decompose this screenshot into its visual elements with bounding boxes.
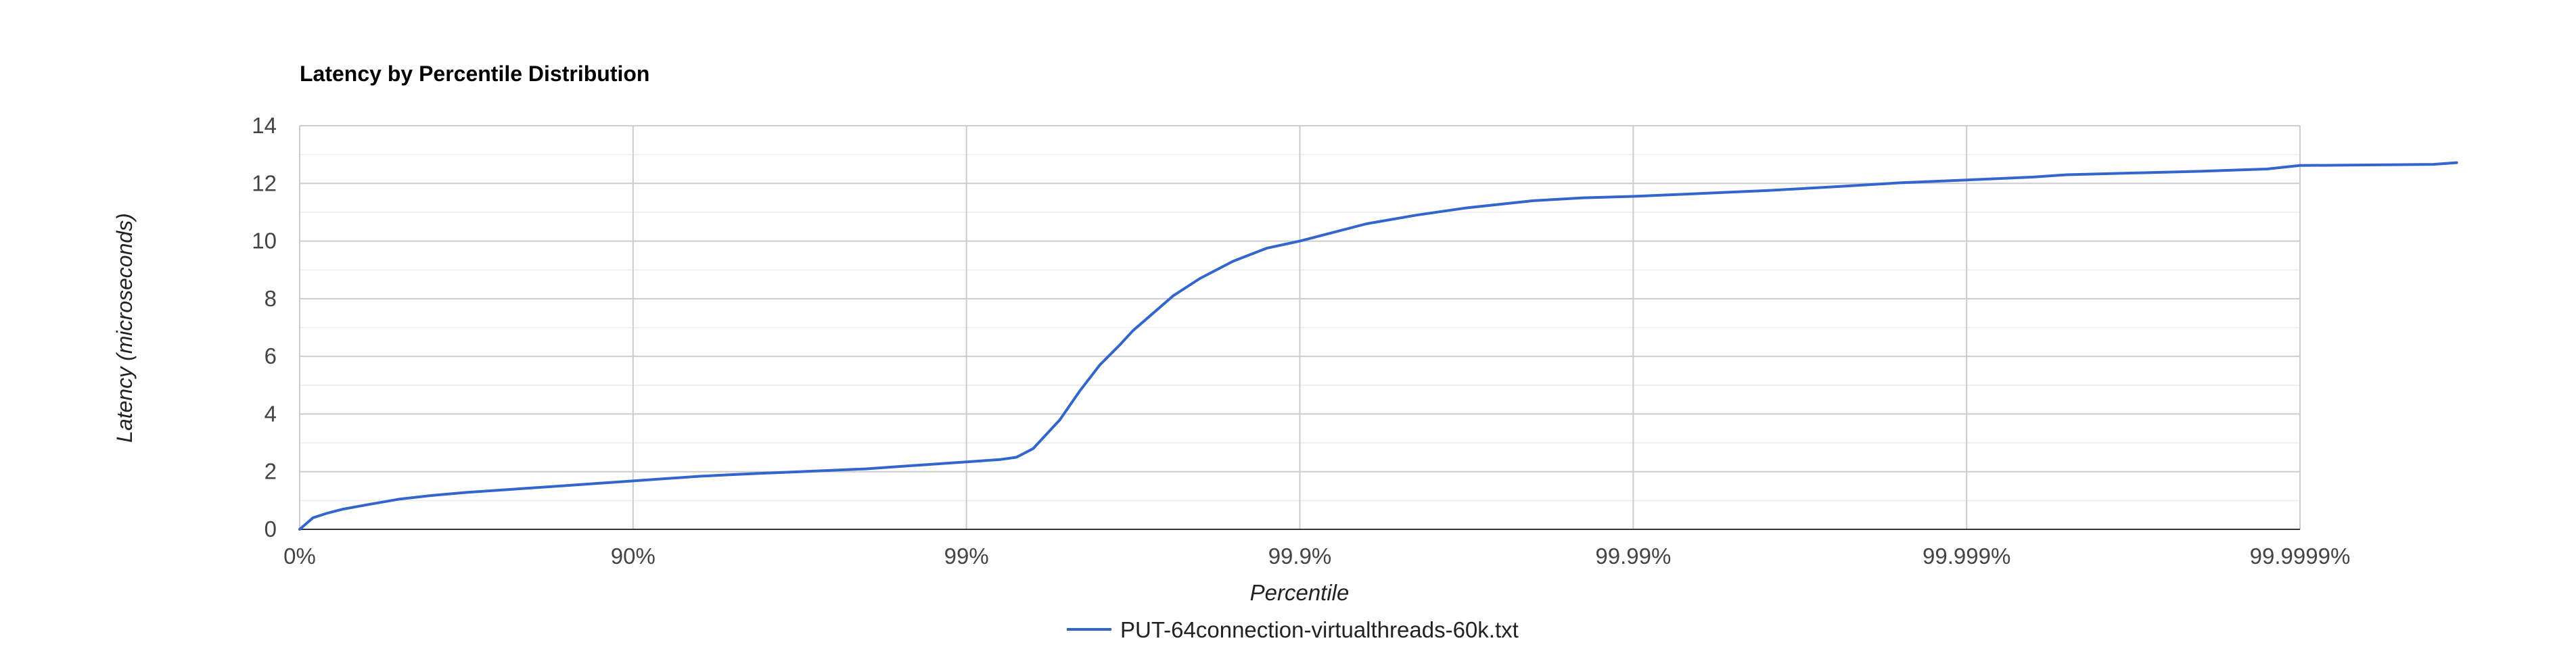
x-tick-label: 99.99% [1595,544,1671,569]
legend: PUT-64connection-virtualthreads-60k.txt [1067,617,1519,642]
y-tick-label: 0 [264,516,277,542]
x-axis-label: Percentile [1250,580,1350,605]
x-axis-ticks: 0% 90% 99% 99.9% 99.99% 99.999% 99.9999% [283,544,2350,569]
x-tick-label: 0% [283,544,316,569]
series-line[interactable] [298,161,2458,531]
x-tick-label: 99.9% [1268,544,1332,569]
y-axis-label: Latency (microseconds) [112,213,137,443]
legend-entry: PUT-64connection-virtualthreads-60k.txt [1120,617,1519,642]
grid [299,125,2301,529]
x-tick-label: 90% [611,544,656,569]
y-tick-label: 10 [252,229,277,254]
y-axis-ticks: 0 2 4 6 8 10 12 14 [252,113,277,542]
y-tick-label: 2 [264,459,277,484]
x-tick-label: 99% [944,544,989,569]
y-tick-label: 6 [264,343,277,368]
x-tick-label: 99.999% [1923,544,2010,569]
y-tick-label: 14 [252,113,277,138]
y-tick-label: 12 [252,170,277,195]
y-tick-label: 4 [264,401,277,426]
x-tick-label: 99.9999% [2250,544,2351,569]
y-tick-label: 8 [264,286,277,311]
chart-title: Latency by Percentile Distribution [300,62,649,86]
